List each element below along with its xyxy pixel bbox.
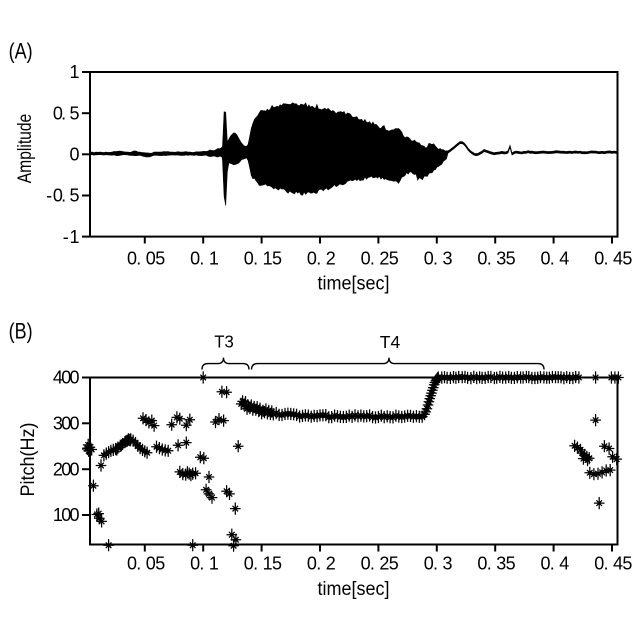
svg-text:.: . xyxy=(199,249,204,269)
svg-text:0: 0 xyxy=(127,554,137,574)
svg-text:0: 0 xyxy=(69,459,79,479)
svg-text:0: 0 xyxy=(540,249,550,269)
svg-text:.: . xyxy=(550,554,555,574)
svg-text:5: 5 xyxy=(506,554,516,574)
svg-text:4: 4 xyxy=(613,249,623,269)
svg-text:.: . xyxy=(370,554,375,574)
svg-text:2: 2 xyxy=(326,554,336,574)
svg-text:1: 1 xyxy=(263,554,273,574)
svg-text:2: 2 xyxy=(379,249,389,269)
svg-text:0: 0 xyxy=(69,414,79,434)
svg-text:1: 1 xyxy=(69,227,79,247)
svg-text:0: 0 xyxy=(424,554,434,574)
svg-text:0: 0 xyxy=(361,249,371,269)
svg-text:5: 5 xyxy=(622,249,632,269)
svg-text:5: 5 xyxy=(622,554,632,574)
svg-text:.: . xyxy=(253,249,258,269)
svg-text:4: 4 xyxy=(53,368,63,388)
svg-text:0: 0 xyxy=(146,249,156,269)
svg-text:-: - xyxy=(63,227,69,247)
svg-text:5: 5 xyxy=(69,186,79,206)
svg-text:.: . xyxy=(487,249,492,269)
svg-text:.: . xyxy=(433,249,438,269)
svg-text:0: 0 xyxy=(146,554,156,574)
svg-text:.: . xyxy=(316,249,321,269)
svg-text:2: 2 xyxy=(326,249,336,269)
svg-text:0: 0 xyxy=(477,554,487,574)
svg-text:3: 3 xyxy=(496,554,506,574)
svg-text:0: 0 xyxy=(594,249,604,269)
svg-text:0: 0 xyxy=(69,368,79,388)
svg-text:0: 0 xyxy=(127,249,137,269)
svg-text:0: 0 xyxy=(244,249,254,269)
svg-text:.: . xyxy=(316,554,321,574)
svg-text:5: 5 xyxy=(272,554,282,574)
svg-text:.: . xyxy=(487,554,492,574)
svg-text:5: 5 xyxy=(69,103,79,123)
svg-text:.: . xyxy=(433,554,438,574)
svg-text:.: . xyxy=(199,554,204,574)
svg-text:0: 0 xyxy=(307,249,317,269)
svg-text:.: . xyxy=(370,249,375,269)
svg-text:1: 1 xyxy=(209,249,219,269)
svg-text:0: 0 xyxy=(190,249,200,269)
svg-text:0: 0 xyxy=(540,554,550,574)
svg-text:5: 5 xyxy=(506,249,516,269)
svg-text:4: 4 xyxy=(559,249,569,269)
svg-text:0: 0 xyxy=(477,249,487,269)
svg-text:3: 3 xyxy=(496,249,506,269)
svg-text:5: 5 xyxy=(272,249,282,269)
svg-text:5: 5 xyxy=(155,554,165,574)
svg-text:0: 0 xyxy=(61,414,71,434)
svg-text:0: 0 xyxy=(53,103,63,123)
svg-text:0: 0 xyxy=(594,554,604,574)
svg-text:.: . xyxy=(550,249,555,269)
svg-text:0: 0 xyxy=(61,459,71,479)
svg-text:.: . xyxy=(603,249,608,269)
svg-text:3: 3 xyxy=(442,249,452,269)
svg-text:Pitch(Hz): Pitch(Hz) xyxy=(18,423,39,497)
svg-text:2: 2 xyxy=(379,554,389,574)
svg-text:0: 0 xyxy=(61,368,71,388)
svg-text:0: 0 xyxy=(190,554,200,574)
svg-text:0: 0 xyxy=(69,505,79,525)
svg-text:0: 0 xyxy=(69,145,79,165)
svg-text:.: . xyxy=(61,103,66,123)
svg-text:.: . xyxy=(603,554,608,574)
svg-text:0: 0 xyxy=(61,505,71,525)
svg-text:5: 5 xyxy=(389,554,399,574)
svg-text:1: 1 xyxy=(69,62,79,82)
svg-text:time[sec]: time[sec] xyxy=(318,579,390,600)
svg-text:.: . xyxy=(136,554,141,574)
svg-text:5: 5 xyxy=(155,249,165,269)
svg-text:(B): (B) xyxy=(9,319,33,344)
svg-text:T3: T3 xyxy=(214,332,234,352)
svg-text:1: 1 xyxy=(53,505,63,525)
svg-text:3: 3 xyxy=(442,554,452,574)
svg-text:5: 5 xyxy=(389,249,399,269)
svg-text:0: 0 xyxy=(361,554,371,574)
svg-text:1: 1 xyxy=(209,554,219,574)
svg-text:0: 0 xyxy=(424,249,434,269)
svg-text:.: . xyxy=(253,554,258,574)
svg-text:(A): (A) xyxy=(9,38,33,63)
svg-text:4: 4 xyxy=(559,554,569,574)
svg-text:3: 3 xyxy=(53,414,63,434)
svg-text:4: 4 xyxy=(613,554,623,574)
svg-text:time[sec]: time[sec] xyxy=(318,273,390,294)
svg-text:0: 0 xyxy=(53,186,63,206)
svg-text:0: 0 xyxy=(307,554,317,574)
svg-text:.: . xyxy=(61,186,66,206)
svg-text:1: 1 xyxy=(263,249,273,269)
svg-text:T4: T4 xyxy=(380,332,401,352)
svg-text:0: 0 xyxy=(244,554,254,574)
svg-text:-: - xyxy=(46,186,52,206)
svg-text:2: 2 xyxy=(53,459,63,479)
svg-text:.: . xyxy=(136,249,141,269)
svg-text:Amplitude: Amplitude xyxy=(15,114,36,184)
